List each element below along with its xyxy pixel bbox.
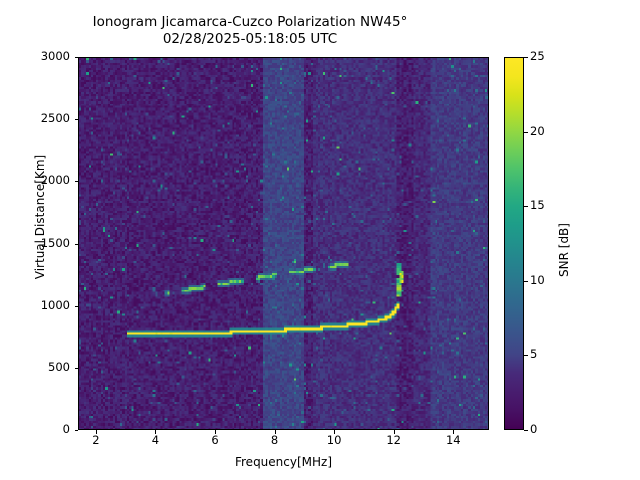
- colorbar-tick: [524, 280, 528, 282]
- y-tick: [74, 430, 78, 431]
- colorbar-tick-label: 15: [530, 198, 545, 213]
- colorbar: [504, 57, 524, 430]
- x-tick: [334, 430, 336, 434]
- colorbar-tick-label: 25: [530, 49, 545, 63]
- colorbar-tick-label: 0: [530, 422, 538, 436]
- colorbar-tick-label: 20: [530, 123, 545, 138]
- colorbar-tick: [524, 355, 528, 357]
- x-tick-label: 12: [386, 433, 401, 447]
- colorbar-tick: [524, 206, 528, 208]
- x-tick: [393, 430, 395, 434]
- x-tick: [95, 430, 97, 434]
- x-tick-label: 10: [326, 433, 342, 447]
- x-tick: [215, 430, 216, 434]
- y-tick-label: 2000: [40, 173, 70, 188]
- colorbar-tick: [524, 57, 528, 58]
- y-tick: [74, 243, 78, 245]
- x-tick-label: 8: [270, 433, 279, 447]
- y-tick: [74, 367, 78, 369]
- x-tick-label: 4: [151, 433, 160, 447]
- y-tick: [74, 119, 78, 121]
- x-tick: [155, 430, 157, 434]
- figure-title: Ionogram Jicamarca-Cuzco Polarization NW…: [92, 14, 408, 47]
- x-tick: [453, 430, 455, 434]
- colorbar-tick-label: 10: [530, 272, 545, 287]
- colorbar-tick: [524, 430, 528, 431]
- y-tick: [74, 181, 78, 183]
- ionogram-heatmap-canvas: [79, 58, 488, 429]
- y-tick-label: 2500: [40, 111, 70, 126]
- x-axis-label: Frequency[MHz]: [234, 455, 333, 469]
- ionogram-plot-area: [78, 57, 489, 430]
- x-tick: [274, 430, 276, 434]
- y-tick: [74, 305, 78, 307]
- y-tick-label: 1500: [40, 235, 70, 250]
- colorbar-tick: [524, 131, 528, 133]
- colorbar-label: SNR [dB]: [557, 223, 571, 277]
- x-tick-label: 6: [211, 433, 219, 447]
- y-tick-label: 1000: [40, 297, 70, 312]
- y-tick: [74, 57, 78, 58]
- y-tick-label: 0: [62, 422, 70, 436]
- colorbar-tick-label: 5: [530, 347, 538, 362]
- y-tick-label: 500: [48, 359, 70, 374]
- x-tick-label: 14: [445, 433, 461, 447]
- x-tick-label: 2: [92, 433, 100, 447]
- y-tick-label: 3000: [40, 49, 70, 63]
